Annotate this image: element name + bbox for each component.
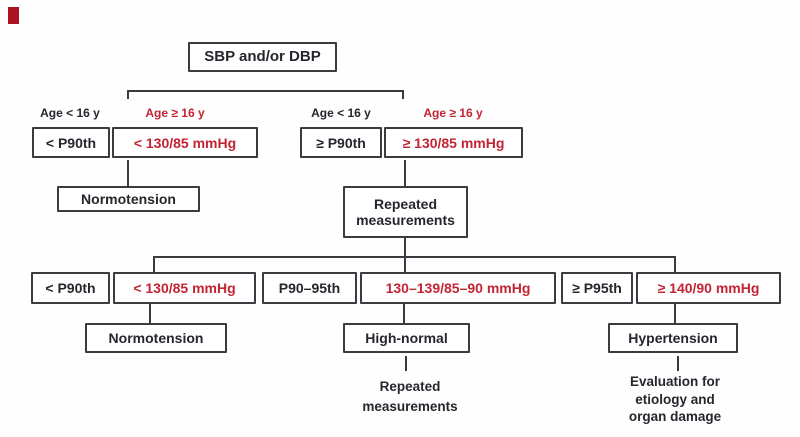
followup1-line1: Repeated (379, 379, 441, 394)
outcome-box-hypertension: Hypertension (608, 323, 738, 353)
repeated-line1: Repeated (373, 196, 438, 212)
outcome-box-high-normal: High-normal (343, 323, 470, 353)
root-box-sbp-dbp: SBP and/or DBP (188, 42, 337, 72)
age-label-right-young: Age < 16 y (311, 106, 371, 120)
bracket2-right-tick (674, 256, 676, 272)
outcome-box-repeated-measurements: Repeated measurements (343, 186, 468, 238)
bracket2-left-tick (153, 256, 155, 272)
repeated-line2: measurements (356, 212, 455, 228)
age-label-right-old: Age ≥ 16 y (423, 106, 483, 120)
criteria2-box-140-90: ≥ 140/90 mmHg (636, 272, 781, 304)
connector-left-to-normotension (127, 160, 129, 186)
criteria2-box-p95: ≥ P95th (561, 272, 633, 304)
followup-repeated-measurements: Repeated measurements (330, 377, 490, 417)
connector-right-to-repeated (404, 160, 406, 186)
stub-repeated-to-bracket2 (404, 238, 406, 272)
outcome-box-normotension-1: Normotension (57, 186, 200, 212)
criteria-box-young-elevated: ≥ P90th (300, 127, 382, 158)
age-label-left-old: Age ≥ 16 y (145, 106, 205, 120)
red-corner-mark (8, 7, 19, 24)
criteria2-box-130-139: 130–139/85–90 mmHg (360, 272, 556, 304)
criteria-box-young-normal: < P90th (32, 127, 110, 158)
criteria-box-adult-normal: < 130/85 mmHg (112, 127, 258, 158)
followup2-line3: organ damage (628, 409, 722, 424)
followup-evaluation: Evaluation for etiology and organ damage (595, 373, 755, 426)
connector-to-high-normal (403, 304, 405, 323)
bracket1-left-tick (127, 90, 129, 99)
bracket2-horizontal (153, 256, 676, 258)
followup2-line2: etiology and (635, 391, 715, 407)
bracket1-horizontal (127, 90, 404, 92)
age-label-left-young: Age < 16 y (40, 106, 100, 120)
dash-hypertension-followup (677, 356, 679, 371)
dash-high-normal-followup (405, 356, 407, 371)
connector-to-normotension-2 (149, 304, 151, 323)
criteria2-box-130-85: < 130/85 mmHg (113, 272, 256, 304)
bracket1-right-tick (402, 90, 404, 99)
followup1-line2: measurements (362, 399, 458, 414)
outcome-box-normotension-2: Normotension (85, 323, 227, 353)
connector-to-hypertension (674, 304, 676, 323)
followup2-line1: Evaluation for (629, 374, 720, 389)
criteria2-box-p90: < P90th (31, 272, 110, 304)
criteria2-box-p90-95: P90–95th (262, 272, 357, 304)
criteria-box-adult-elevated: ≥ 130/85 mmHg (384, 127, 523, 158)
